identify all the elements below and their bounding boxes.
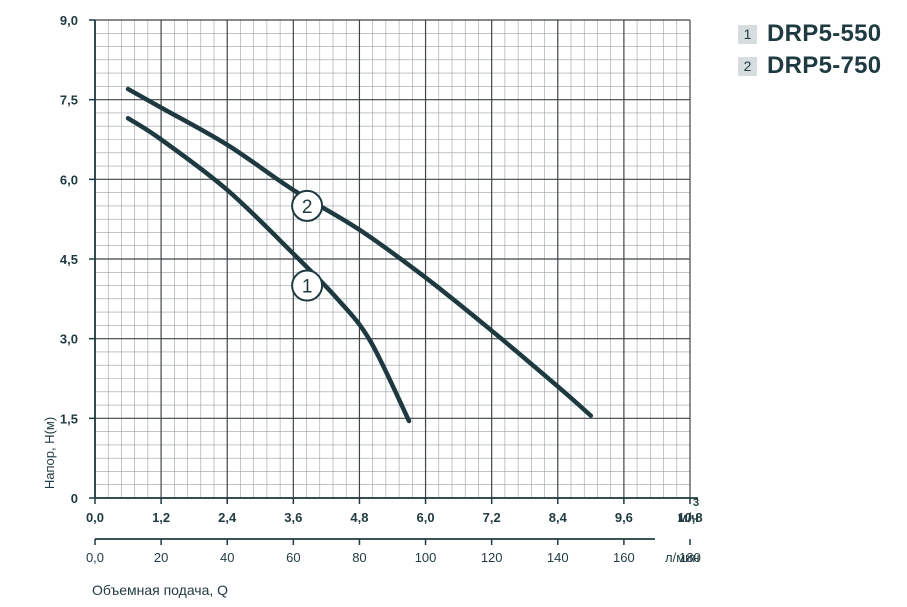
y-tick-label: 4,5 bbox=[60, 252, 78, 267]
x-tick-label-m3h: 1,2 bbox=[152, 510, 170, 525]
y-tick-label: 7,5 bbox=[60, 93, 78, 108]
axis-labels: 0 1,5 3,0 4,5 6,0 7,5 9,0 0,0 1,2 2,4 3,6 4,8 6,0 7,2… bbox=[42, 13, 703, 598]
legend-index: 2 bbox=[738, 56, 757, 76]
series-marker-1 bbox=[291, 269, 324, 302]
y-tick-label: 3,0 bbox=[60, 332, 78, 347]
legend: 1 DRP5-550 2 DRP5-750 bbox=[738, 20, 881, 84]
x-tick-label-lmin: 180 bbox=[679, 550, 701, 565]
x-tick-label-lmin: 60 bbox=[286, 550, 300, 565]
legend-item-2: 2 DRP5-750 bbox=[738, 52, 881, 80]
x-unit-m3h: м/ч bbox=[678, 510, 699, 525]
y-tick-label: 6,0 bbox=[60, 172, 78, 187]
axes bbox=[89, 19, 698, 545]
series-line-2 bbox=[125, 86, 594, 418]
x-tick-label-m3h: 9,6 bbox=[615, 510, 633, 525]
x-tick-label-m3h: 0,0 bbox=[86, 510, 104, 525]
series-marker-label-2: 2 bbox=[302, 197, 313, 218]
grid bbox=[94, 19, 691, 499]
legend-label: DRP5-550 bbox=[767, 20, 882, 47]
x-tick-label-lmin: 20 bbox=[154, 550, 168, 565]
x-tick-label-lmin: 80 bbox=[352, 550, 366, 565]
legend-index: 1 bbox=[738, 24, 757, 44]
legend-item-1: 1 DRP5-550 bbox=[738, 20, 881, 48]
x-tick-label-m3h: 8,4 bbox=[549, 510, 568, 525]
curves: 12 bbox=[125, 86, 594, 424]
x-tick-label-lmin: 160 bbox=[613, 550, 635, 565]
legend-label: DRP5-750 bbox=[767, 52, 882, 79]
x-tick-label-lmin: 120 bbox=[481, 550, 503, 565]
x-tick-label-lmin: 40 bbox=[220, 550, 234, 565]
x-tick-label-m3h: 3,6 bbox=[284, 510, 302, 525]
x-tick-label-m3h: 7,2 bbox=[483, 510, 501, 525]
y-tick-label: 0 bbox=[71, 491, 78, 506]
x-unit-m3h-superscript: 3 bbox=[693, 497, 699, 509]
y-tick-label: 9,0 bbox=[60, 13, 78, 28]
series-marker-label-1: 1 bbox=[302, 277, 313, 298]
series-marker-2 bbox=[291, 189, 324, 222]
x-tick-label-m3h: 4,8 bbox=[350, 510, 368, 525]
x-axis-title: Объемная подача, Q bbox=[92, 582, 228, 598]
y-axis-title: Напор, H(м) bbox=[42, 417, 57, 489]
x-tick-label-m3h: 6,0 bbox=[417, 510, 435, 525]
y-tick-label: 1,5 bbox=[60, 411, 78, 426]
x-unit-lmin: л/мин bbox=[665, 550, 700, 565]
x-tick-label-m3h: 2,4 bbox=[218, 510, 237, 525]
x-tick-label-lmin: 0,0 bbox=[86, 550, 104, 565]
x-tick-label-m3h: 10,8 bbox=[677, 510, 702, 525]
x-tick-label-lmin: 140 bbox=[547, 550, 569, 565]
series-line-1 bbox=[125, 116, 412, 424]
x-tick-label-lmin: 100 bbox=[415, 550, 437, 565]
